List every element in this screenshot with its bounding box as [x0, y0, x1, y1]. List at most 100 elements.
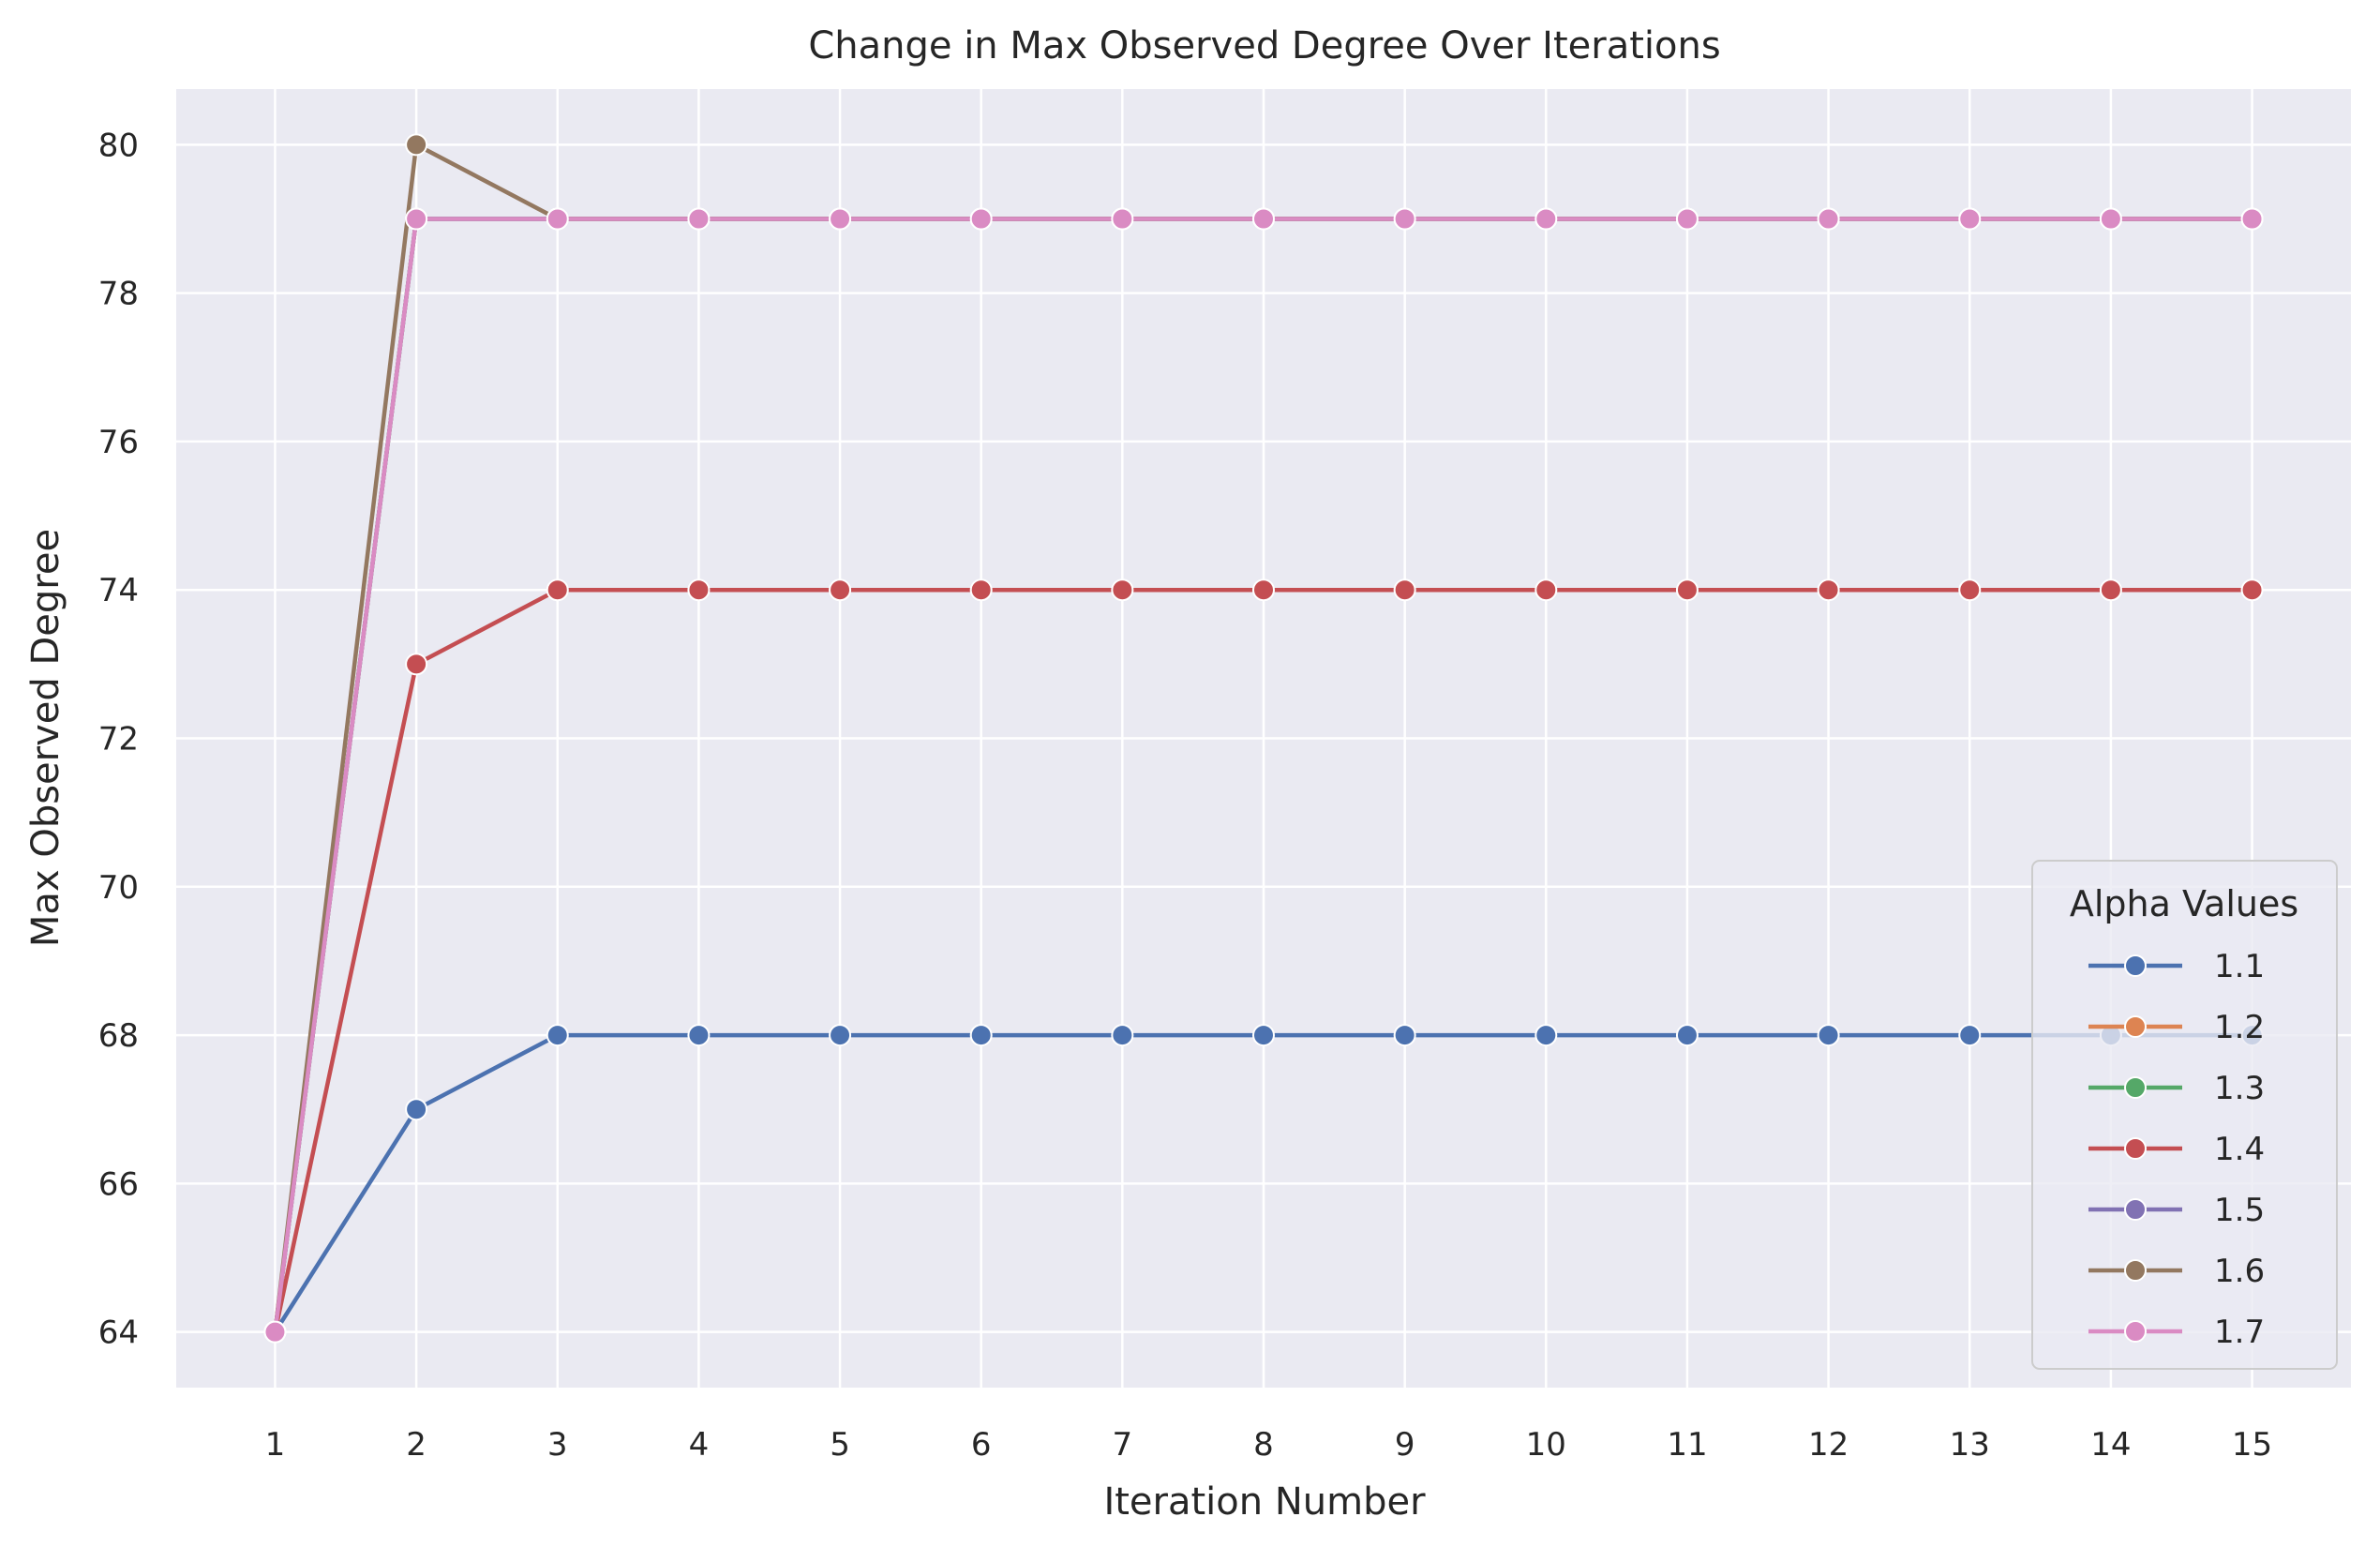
- legend-items: 1.1 1.2 1.3 1.4 1.5 1.6 1.7: [2088, 948, 2265, 1351]
- legend-label: 1.6: [2214, 1253, 2265, 1290]
- x-tick-label: 3: [547, 1426, 568, 1464]
- y-tick-label: 72: [98, 721, 139, 758]
- chart-title: Change in Max Observed Degree Over Itera…: [808, 24, 1720, 68]
- x-tick-label: 15: [2232, 1426, 2272, 1464]
- x-tick-label: 5: [830, 1426, 850, 1464]
- legend-item: 1.3: [2088, 1070, 2265, 1107]
- data-point: [1111, 1024, 1134, 1047]
- data-point: [1534, 578, 1558, 602]
- x-tick-label: 8: [1253, 1426, 1274, 1464]
- data-point: [2240, 578, 2264, 602]
- data-point: [1817, 1024, 1840, 1047]
- legend-label: 1.2: [2214, 1009, 2265, 1046]
- y-tick-label: 80: [98, 127, 139, 164]
- legend-label: 1.1: [2214, 948, 2265, 985]
- x-tick-label: 10: [1526, 1426, 1566, 1464]
- data-point: [1534, 1024, 1558, 1047]
- legend-swatch-marker: [2124, 1198, 2147, 1221]
- data-point: [2240, 207, 2264, 231]
- data-point: [405, 207, 428, 231]
- y-tick-label: 76: [98, 424, 139, 461]
- grid-lines: [176, 89, 2351, 1388]
- data-point: [687, 1024, 711, 1047]
- y-tick-label: 66: [98, 1165, 139, 1203]
- y-axis-label: Max Observed Degree: [24, 529, 67, 947]
- x-tick-label: 9: [1395, 1426, 1415, 1464]
- legend-item: 1.5: [2088, 1192, 2265, 1229]
- data-point: [1675, 207, 1699, 231]
- data-point: [546, 207, 569, 231]
- x-tick-label: 14: [2090, 1426, 2131, 1464]
- legend-label: 1.7: [2214, 1314, 2265, 1351]
- x-tick-label: 7: [1113, 1426, 1133, 1464]
- legend-swatch-marker: [2124, 1137, 2147, 1160]
- data-point: [1958, 578, 1982, 602]
- x-tick-label: 1: [265, 1426, 286, 1464]
- data-point: [1111, 578, 1134, 602]
- data-point: [1252, 207, 1275, 231]
- legend-swatch-marker: [2124, 1320, 2147, 1343]
- data-point: [1393, 578, 1416, 602]
- data-point: [1958, 1024, 1982, 1047]
- data-point: [1958, 207, 1982, 231]
- series-lines: [263, 133, 2264, 1344]
- legend-swatch-marker: [2124, 1015, 2147, 1038]
- data-point: [969, 207, 993, 231]
- legend-item: 1.7: [2088, 1314, 2265, 1351]
- data-point: [969, 578, 993, 602]
- data-point: [1393, 207, 1416, 231]
- legend-item: 1.1: [2088, 948, 2265, 985]
- legend-swatch-marker: [2124, 1076, 2147, 1099]
- y-tick-label: 78: [98, 276, 139, 313]
- x-tick-label: 11: [1667, 1426, 1707, 1464]
- series-1-4: [263, 578, 2264, 1344]
- legend-title: Alpha Values: [2070, 883, 2298, 924]
- x-tick-label: 12: [1808, 1426, 1849, 1464]
- y-tick-label: 70: [98, 869, 139, 907]
- data-point: [1675, 578, 1699, 602]
- legend: Alpha Values 1.1 1.2 1.3 1.4 1.5 1.6 1.7: [2031, 860, 2338, 1370]
- legend-swatch-marker: [2124, 954, 2147, 977]
- data-point: [1817, 207, 1840, 231]
- legend-label: 1.4: [2214, 1131, 2265, 1168]
- data-point: [1817, 578, 1840, 602]
- data-point: [2099, 578, 2122, 602]
- legend-box: [2031, 860, 2338, 1370]
- data-point: [1675, 1024, 1699, 1047]
- x-axis-label: Iteration Number: [1103, 1480, 1426, 1524]
- data-point: [829, 207, 852, 231]
- legend-swatch-marker: [2124, 1259, 2147, 1282]
- x-tick-label: 4: [689, 1426, 710, 1464]
- data-point: [405, 653, 428, 676]
- data-point: [1252, 1024, 1275, 1047]
- x-tick-label: 6: [971, 1426, 992, 1464]
- data-point: [1111, 207, 1134, 231]
- data-point: [405, 133, 428, 157]
- data-point: [1252, 578, 1275, 602]
- legend-item: 1.2: [2088, 1009, 2265, 1046]
- data-point: [687, 207, 711, 231]
- data-point: [546, 578, 569, 602]
- data-point: [1393, 1024, 1416, 1047]
- legend-label: 1.5: [2214, 1192, 2265, 1229]
- y-tick-label: 64: [98, 1314, 139, 1352]
- legend-label: 1.3: [2214, 1070, 2265, 1107]
- data-point: [1534, 207, 1558, 231]
- data-point: [405, 1098, 428, 1121]
- data-point: [829, 578, 852, 602]
- legend-item: 1.4: [2088, 1131, 2265, 1168]
- y-tick-label: 68: [98, 1017, 139, 1055]
- data-point: [2099, 207, 2122, 231]
- series-1-7: [263, 207, 2264, 1344]
- y-tick-label: 74: [98, 572, 139, 609]
- x-tick-label: 2: [406, 1426, 427, 1464]
- data-point: [969, 1024, 993, 1047]
- legend-item: 1.6: [2088, 1253, 2265, 1290]
- data-point: [546, 1024, 569, 1047]
- data-point: [687, 578, 711, 602]
- data-point: [263, 1320, 287, 1344]
- data-point: [829, 1024, 852, 1047]
